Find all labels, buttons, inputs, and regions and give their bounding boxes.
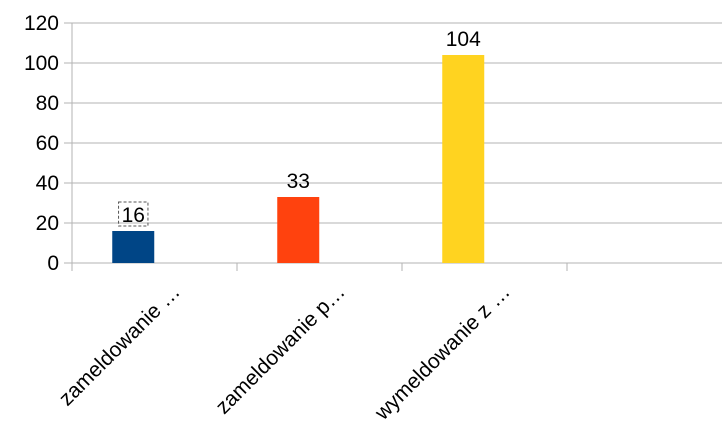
y-tick-label: 100 (24, 52, 59, 75)
bars (112, 55, 485, 263)
y-axis-ticks: 0 20 40 60 80 100 120 (24, 12, 72, 275)
y-tick-label: 20 (36, 212, 59, 235)
x-category-label: zameldowanie … (55, 280, 185, 410)
y-tick-label: 60 (36, 132, 59, 155)
x-category-label: wymeldowanie z … (370, 280, 515, 425)
x-category-label: zameldowanie p… (211, 280, 349, 418)
y-tick-label: 40 (36, 172, 59, 195)
gridlines (72, 22, 722, 224)
y-tick-label: 80 (36, 92, 59, 115)
data-labels: 16 33 104 (118, 28, 481, 227)
data-label: 104 (446, 28, 481, 51)
bar (442, 55, 485, 263)
bar (277, 197, 320, 263)
y-tick-label: 120 (24, 12, 59, 35)
bar (112, 231, 155, 263)
axes (71, 23, 722, 271)
data-label: 16 (122, 204, 145, 227)
data-label: 33 (287, 170, 310, 193)
y-tick-label: 0 (47, 252, 59, 275)
data-label-selection-box (118, 201, 149, 227)
x-axis-labels: zameldowanie … zameldowanie p… wymeldowani… (55, 280, 515, 425)
